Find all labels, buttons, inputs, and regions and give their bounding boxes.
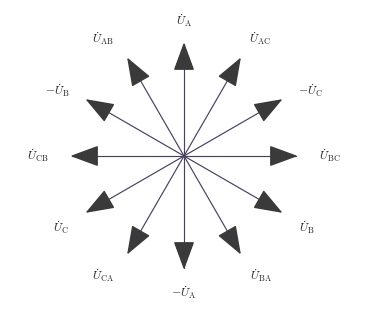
Text: $\dot{U}_{\rm CB}$: $\dot{U}_{\rm CB}$ bbox=[27, 148, 49, 164]
Text: $\dot{U}_{\rm B}$: $\dot{U}_{\rm B}$ bbox=[299, 219, 315, 236]
Text: $\dot{U}_{\rm AC}$: $\dot{U}_{\rm AC}$ bbox=[249, 31, 271, 47]
Text: $-\dot{U}_{\rm B}$: $-\dot{U}_{\rm B}$ bbox=[45, 82, 70, 99]
Text: $-\dot{U}_{\rm A}$: $-\dot{U}_{\rm A}$ bbox=[171, 284, 197, 301]
Text: $\dot{U}_{\rm C}$: $\dot{U}_{\rm C}$ bbox=[53, 219, 69, 236]
Text: $\dot{U}_{\rm AB}$: $\dot{U}_{\rm AB}$ bbox=[92, 31, 114, 47]
Text: $\dot{U}_{\rm BA}$: $\dot{U}_{\rm BA}$ bbox=[251, 268, 273, 285]
Text: $\dot{U}_{\rm A}$: $\dot{U}_{\rm A}$ bbox=[176, 12, 193, 29]
Text: $-\dot{U}_{\rm C}$: $-\dot{U}_{\rm C}$ bbox=[298, 82, 323, 99]
Text: $\dot{U}_{\rm CA}$: $\dot{U}_{\rm CA}$ bbox=[92, 268, 114, 285]
Text: $\dot{U}_{\rm BC}$: $\dot{U}_{\rm BC}$ bbox=[319, 148, 341, 164]
